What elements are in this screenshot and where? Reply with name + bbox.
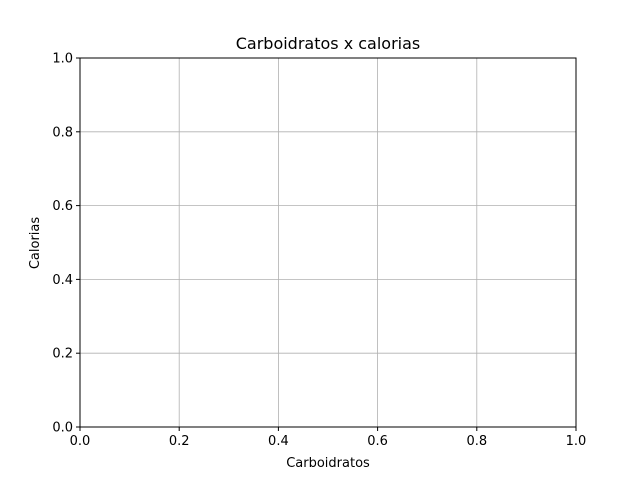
chart-title: Carboidratos x calorias (236, 34, 421, 53)
y-axis-ticks: 0.0 0.2 0.4 0.6 0.8 1.0 (52, 52, 80, 436)
plot-area-background (80, 58, 576, 427)
x-tick-label: 0.6 (367, 434, 388, 449)
x-tick-label: 0.4 (268, 434, 289, 449)
y-axis-label: Calorias (28, 217, 43, 270)
x-tick-label: 0.2 (169, 434, 190, 449)
grid-lines (79, 57, 577, 428)
y-tick-label: 0.0 (52, 421, 73, 436)
x-tick-label: 0.0 (70, 434, 91, 449)
y-tick-label: 0.2 (52, 347, 73, 362)
x-axis-label: Carboidratos (286, 456, 370, 471)
y-tick-label: 1.0 (52, 52, 73, 67)
y-tick-label: 0.4 (52, 273, 73, 288)
y-tick-label: 0.6 (52, 199, 73, 214)
x-tick-label: 1.0 (566, 434, 587, 449)
y-tick-label: 0.8 (52, 125, 73, 140)
x-axis-ticks: 0.0 0.2 0.4 0.6 0.8 1.0 (70, 427, 587, 449)
x-tick-label: 0.8 (466, 434, 487, 449)
axes-frame (79, 57, 577, 428)
